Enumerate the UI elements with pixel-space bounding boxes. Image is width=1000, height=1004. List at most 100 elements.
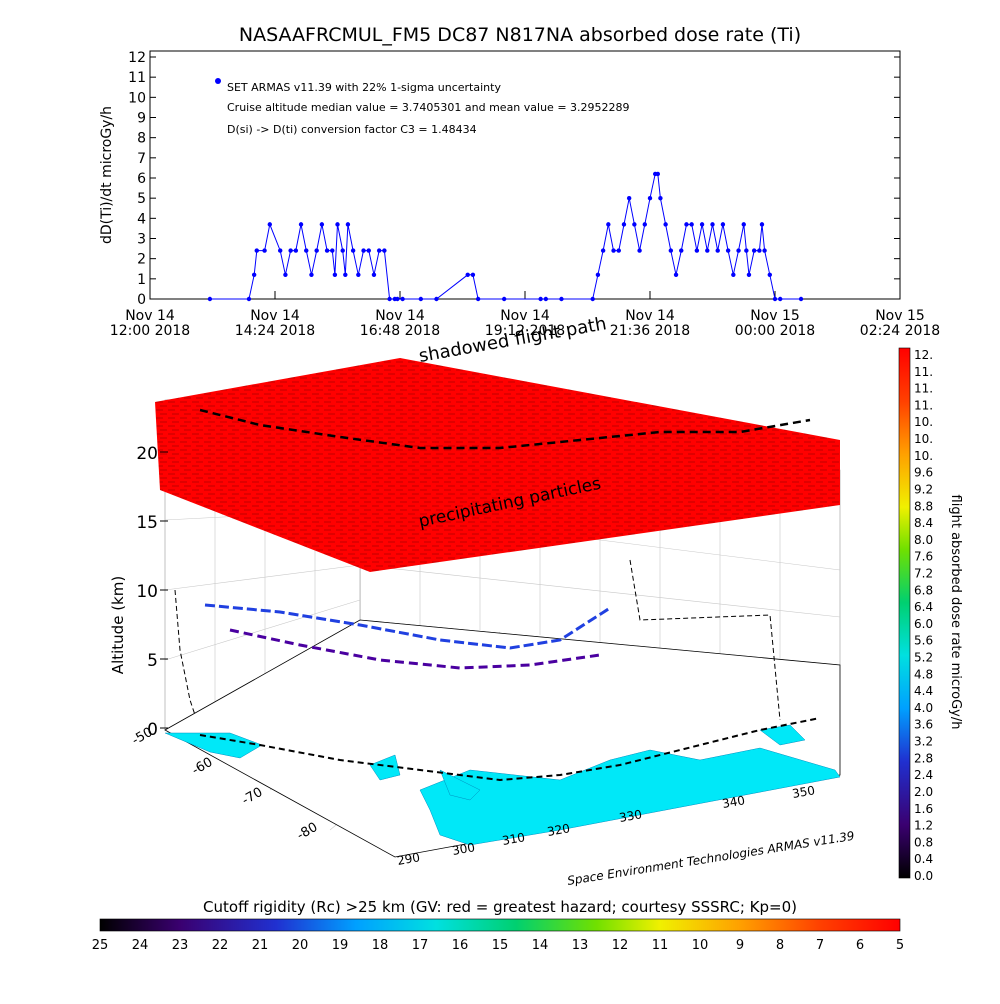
data-point [254, 248, 259, 253]
dose-rate-tick-label: 6.4 [914, 600, 933, 614]
data-point [642, 222, 647, 227]
data-point [314, 248, 319, 253]
rigidity-tick-label: 19 [332, 938, 349, 953]
chart-title: NASAAFRCMUL_FM5 DC87 N817NA absorbed dos… [239, 24, 801, 46]
longitude-tick-label: 310 [501, 830, 526, 848]
dose-rate-tick-label: 2.4 [914, 768, 933, 782]
y-tick-label: 11 [128, 70, 146, 86]
data-point [798, 296, 804, 302]
dose-rate-colorbar-label: flight absorbed dose rate microGy/h [948, 495, 963, 730]
data-point [673, 272, 679, 277]
dose-rate-tick-label: 0.4 [914, 852, 933, 866]
data-point [611, 248, 616, 253]
dose-rate-tick-label: 1.6 [914, 802, 933, 816]
altitude-tick-label: 10 [136, 582, 158, 602]
rigidity-tick-label: 24 [132, 938, 149, 953]
data-point [626, 195, 632, 201]
x-tick-label-date: Nov 15 [750, 308, 800, 324]
dose-rate-tick-label: 4.8 [914, 667, 933, 681]
precipitating-particles-slab [155, 358, 840, 572]
latitude-tick-label: -60 [190, 755, 216, 779]
x-tick-label-time: 02:24 2018 [860, 323, 940, 339]
data-point [767, 272, 772, 277]
rigidity-tick-label: 12 [612, 938, 629, 953]
x-tick-label-time: 21:36 2018 [610, 323, 690, 339]
series-line [209, 173, 801, 300]
map-land [164, 724, 841, 846]
rigidity-tick-label: 17 [412, 938, 429, 953]
legend-marker [215, 78, 221, 84]
data-point [679, 248, 684, 253]
data-point [595, 272, 601, 277]
data-point [762, 248, 767, 253]
data-point [705, 248, 710, 253]
data-point [720, 222, 726, 227]
y-tick-label: 1 [137, 272, 146, 288]
dose-rate-tick-label: 7.2 [914, 566, 933, 580]
dose-rate-tick-label: 12. [914, 348, 933, 362]
legend-line-2: Cruise altitude median value = 3.7405301… [227, 101, 630, 114]
dose-rate-tick-label: 1.2 [914, 819, 933, 833]
x-tick-label-date: Nov 14 [625, 308, 675, 324]
dose-rate-colorbar-ticks: 12. 11. 11. 11. 10. 10. 10. 9.6 9.2 8.8 8.4 8.0 7.6 7… [914, 348, 933, 883]
longitude-tick-label: 340 [721, 793, 746, 811]
y-tick-label: 7 [137, 151, 146, 167]
data-point [376, 248, 382, 253]
dose-rate-tick-label: 7.6 [914, 550, 933, 564]
data-point [694, 248, 700, 253]
shadowed-flight-path [199, 408, 811, 450]
rigidity-tick-label: 20 [292, 938, 309, 953]
data-point [309, 272, 314, 277]
longitude-tick-label: 290 [396, 850, 421, 868]
data-point [324, 248, 330, 253]
dose-rate-tick-label: 11. [914, 398, 933, 412]
data-point [382, 248, 387, 253]
ground-track [199, 717, 821, 782]
data-point [778, 296, 783, 302]
data-point [741, 222, 746, 227]
dose-rate-tick-label: 0.0 [914, 869, 933, 883]
data-point [663, 222, 668, 227]
dose-rate-tick-label: 6.8 [914, 583, 933, 597]
scene-3d: shadowed flight path precipitating parti… [109, 313, 855, 888]
data-point [632, 222, 637, 227]
flight-track-upper [204, 603, 611, 650]
y-tick-label: 4 [137, 211, 146, 227]
dose-rate-tick-label: 4.0 [914, 701, 933, 715]
rigidity-tick-label: 15 [492, 938, 509, 953]
data-point [465, 272, 470, 277]
data-point [395, 296, 400, 302]
dose-rate-tick-label: 2.8 [914, 751, 933, 765]
y-tick-label: 10 [128, 90, 146, 106]
x-tick-label-time: 14:24 2018 [235, 323, 315, 339]
rigidity-tick-label: 9 [736, 938, 744, 953]
rigidity-colorbar [99, 918, 901, 932]
dose-rate-tick-label: 11. [914, 365, 933, 379]
rigidity-colorbar-label: Cutoff rigidity (Rc) >25 km (GV: red = g… [203, 898, 797, 916]
rigidity-tick-label: 23 [172, 938, 189, 953]
y-tick-label: 0 [137, 292, 146, 308]
rigidity-tick-label: 7 [816, 938, 824, 953]
data-point [319, 222, 325, 227]
data-point [538, 296, 543, 302]
altitude-tick-label: 5 [147, 651, 158, 671]
dose-rate-tick-label: 3.2 [914, 735, 933, 749]
data-point [621, 222, 627, 227]
data-point [262, 248, 267, 253]
latitude-tick-label: -80 [295, 820, 321, 844]
y-tick-label: 5 [137, 191, 146, 207]
data-point [293, 248, 299, 253]
data-point [267, 222, 272, 227]
y-tick-label: 8 [137, 131, 146, 147]
x-tick-label-date: Nov 14 [500, 308, 550, 324]
legend-line-3: D(si) -> D(ti) conversion factor C3 = 1.… [227, 123, 477, 136]
data-point [710, 222, 715, 227]
data-point [283, 272, 288, 277]
data-point [759, 222, 765, 227]
data-point [647, 195, 653, 201]
altitude-axis: 0 5 10 15 20 [136, 444, 168, 740]
data-point [470, 272, 476, 277]
data-point [400, 296, 405, 302]
data-point [543, 296, 549, 302]
